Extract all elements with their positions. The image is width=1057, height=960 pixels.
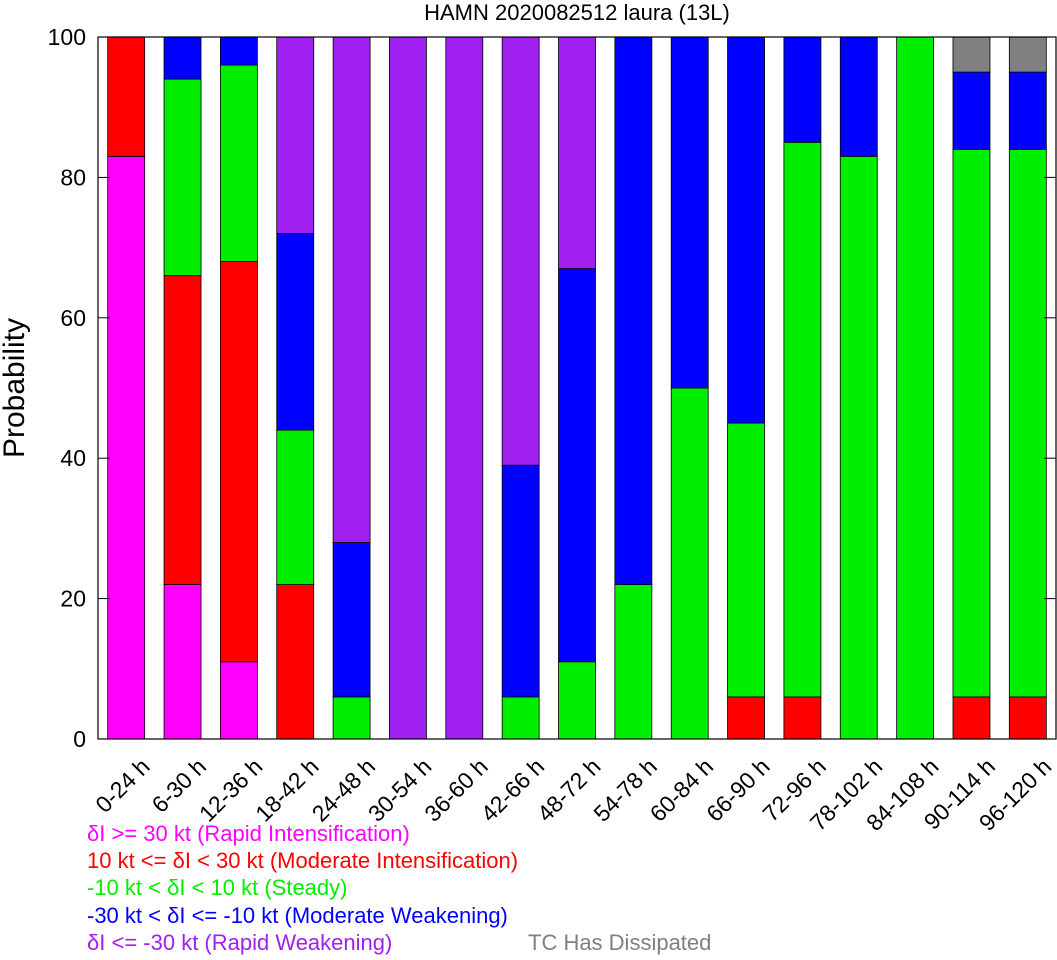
- y-tick-label-20: 20: [60, 586, 86, 612]
- bar-segment-72-96h-series-1: [783, 696, 822, 740]
- y-axis: 0 20 40 60 80 100: [48, 24, 1056, 752]
- bar-segment-12-36h-series-2: [219, 64, 258, 263]
- bar-segment-54-78h-series-2: [614, 584, 653, 740]
- legend-entry-moderate-intensification: 10 kt <= δI < 30 kt (Moderate Intensific…: [87, 848, 519, 873]
- bar-segment-18-42h-series-4: [276, 36, 315, 234]
- bar-segment-96-120h-series-1: [1008, 696, 1047, 740]
- bar-segment-48-72h-series-4: [558, 36, 596, 270]
- bar-segment-96-120h-series-2: [1008, 148, 1047, 698]
- legend-entry-steady: -10 kt < δI < 10 kt (Steady): [87, 875, 348, 900]
- bar-segment-24-48h-series-2: [332, 696, 371, 740]
- y-tick-label-0: 0: [73, 726, 86, 752]
- bar-segment-78-102h-series-2: [839, 155, 878, 740]
- bar-segment-18-42h-series-1: [276, 584, 315, 740]
- bar-segment-66-90h-series-2: [727, 422, 765, 698]
- bar-segment-60-84h-series-3: [670, 36, 709, 389]
- y-tick-label-100: 100: [48, 24, 86, 50]
- bar-segment-6-30h-series-3: [163, 36, 202, 80]
- bar-segment-90-114h-series-1: [952, 696, 991, 740]
- bar-segment-66-90h-series-1: [727, 696, 765, 740]
- bar-segment-90-114h-series-3: [952, 71, 991, 150]
- legend-entry-rapid-weakening: δI <= -30 kt (Rapid Weakening): [87, 930, 393, 955]
- y-tick-label-80: 80: [60, 164, 86, 190]
- bar-segment-66-90h-series-3: [727, 36, 765, 424]
- bar-segment-84-108h-series-2: [896, 36, 935, 740]
- bar-segment-6-30h-series-2: [163, 78, 202, 277]
- bar-segment-54-78h-series-3: [614, 36, 653, 585]
- bar-segment-6-30h-series-0: [163, 584, 202, 740]
- legend-entry-dissipated: TC Has Dissipated: [528, 930, 712, 955]
- legend-entry-rapid-intensification: δI >= 30 kt (Rapid Intensification): [87, 821, 410, 846]
- y-tick-label-40: 40: [60, 445, 86, 471]
- bar-segment-18-42h-series-3: [276, 233, 315, 431]
- bar-segment-0-24h-series-1: [107, 36, 146, 157]
- bar-segment-6-30h-series-1: [163, 275, 202, 585]
- x-tick-label-0-24h: 0-24 h: [90, 753, 155, 818]
- bar-segment-24-48h-series-4: [332, 36, 371, 543]
- legend-entry-moderate-weakening: -30 kt < δI <= -10 kt (Moderate Weakenin…: [87, 903, 508, 928]
- plot-frame: [97, 36, 1057, 740]
- bar-segment-72-96h-series-3: [783, 36, 822, 143]
- bar-segment-42-66h-series-3: [501, 464, 540, 698]
- bar-segment-24-48h-series-3: [332, 542, 371, 698]
- bar-segment-12-36h-series-0: [219, 661, 258, 740]
- bar-segment-96-120h-series-3: [1008, 71, 1047, 150]
- bar-segment-30-54h-series-4: [389, 36, 427, 740]
- bar-segment-96-120h-series-5: [1008, 36, 1047, 73]
- bar-segment-0-24h-series-0: [107, 155, 146, 740]
- bars-layer: [107, 36, 1047, 740]
- y-tick-label-60: 60: [60, 305, 86, 331]
- y-axis-label: Probability: [0, 318, 31, 458]
- bar-segment-90-114h-series-5: [952, 36, 991, 73]
- bar-segment-72-96h-series-2: [783, 141, 822, 698]
- bar-segment-12-36h-series-3: [219, 36, 258, 66]
- bar-segment-12-36h-series-1: [219, 261, 258, 663]
- bar-segment-60-84h-series-2: [670, 387, 709, 740]
- bar-segment-36-60h-series-4: [445, 36, 484, 740]
- bar-segment-18-42h-series-2: [276, 429, 315, 585]
- bar-segment-42-66h-series-4: [501, 36, 540, 466]
- bar-segment-42-66h-series-2: [501, 696, 540, 740]
- bar-segment-78-102h-series-3: [839, 36, 878, 157]
- bar-segment-90-114h-series-2: [952, 148, 991, 698]
- bar-segment-48-72h-series-3: [558, 268, 596, 663]
- chart-title: HAMN 2020082512 laura (13L): [424, 0, 730, 25]
- bar-segment-48-72h-series-2: [558, 661, 596, 740]
